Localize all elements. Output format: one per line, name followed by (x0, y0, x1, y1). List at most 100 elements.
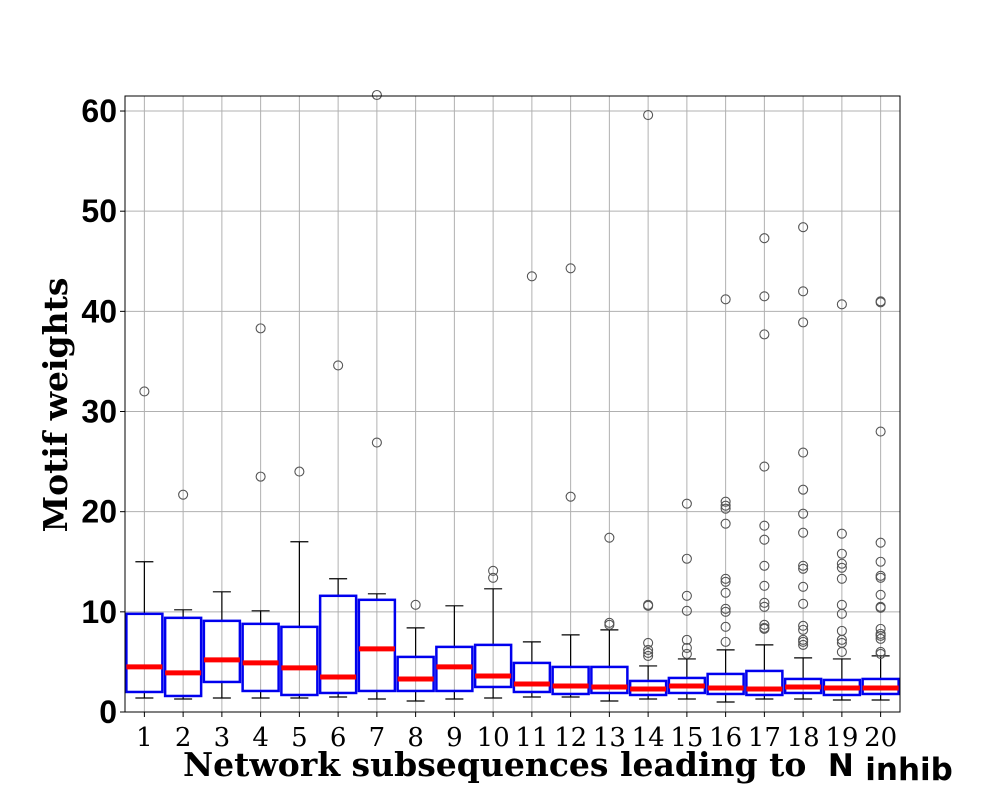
outlier-point (836, 299, 847, 310)
outlier-point (836, 528, 847, 539)
outlier-point (759, 623, 770, 634)
x-tick-label: 17 (748, 723, 781, 753)
outlier-point (875, 572, 886, 583)
outlier-point (759, 580, 770, 591)
outlier-point (759, 601, 770, 612)
y-tick-label: 10 (81, 594, 117, 630)
outlier-point (565, 263, 576, 274)
outlier-point (410, 599, 421, 610)
x-tick-label: 9 (446, 723, 463, 753)
outlier-point (681, 590, 692, 601)
box-group (125, 386, 164, 699)
outlier-point (681, 642, 692, 653)
outlier-point (798, 560, 809, 571)
plot-area-frame (124, 95, 901, 713)
outlier-point (798, 639, 809, 650)
x-tick-label: 5 (291, 723, 308, 753)
outlier-point (836, 558, 847, 569)
box-group (551, 263, 590, 698)
outlier-point (875, 633, 886, 644)
outlier-point (488, 565, 499, 576)
x-tick-label: 20 (864, 723, 897, 753)
box-group (241, 323, 280, 699)
box-iqr (473, 643, 513, 689)
outlier-point (526, 271, 537, 282)
box-group (745, 233, 784, 700)
outlier-point (875, 589, 886, 600)
x-tick-label: 10 (477, 723, 510, 753)
outlier-point (178, 489, 189, 500)
box-iqr (745, 669, 784, 697)
outlier-point (255, 471, 266, 482)
outlier-point (720, 587, 731, 598)
x-tick-label: 7 (369, 723, 386, 753)
box-group (163, 489, 203, 700)
outlier-point (798, 286, 809, 297)
outlier-point (720, 606, 731, 617)
box-group (512, 271, 552, 698)
outlier-point (798, 563, 809, 574)
outlier-point (836, 608, 847, 619)
outlier-point (836, 573, 847, 584)
outlier-point (681, 605, 692, 616)
box-group (706, 294, 745, 703)
outlier-point (720, 503, 731, 514)
outlier-point (798, 222, 809, 233)
box-group (396, 599, 435, 702)
box-group (435, 605, 474, 700)
outlier-point (759, 534, 770, 545)
outlier-point (798, 598, 809, 609)
y-tick-label: 60 (81, 93, 117, 129)
box-group (590, 532, 629, 702)
outlier-point (604, 532, 615, 543)
box-group (628, 109, 668, 700)
box-group (357, 89, 397, 700)
outlier-point (759, 329, 770, 340)
y-tick-label: 30 (81, 394, 117, 430)
x-tick-label: 14 (632, 723, 665, 753)
box-iqr (396, 655, 435, 693)
x-axis-title-text: Network subsequences leading to (183, 745, 806, 784)
x-tick-labels: 1 2 3 4 5 6 7 8 9 10 11 12 13 14 15 16 17 18 19 20 (136, 712, 897, 753)
outlier-point (139, 386, 150, 397)
outlier-point (681, 498, 692, 509)
box-iqr (202, 619, 242, 684)
outlier-point (488, 572, 499, 583)
box-iqr (125, 612, 164, 694)
outlier-point (759, 461, 770, 472)
outlier-point (720, 576, 731, 587)
outlier-point (875, 630, 886, 641)
outlier-point (759, 560, 770, 571)
outlier-point (720, 603, 731, 614)
x-axis-title-symbol: N (828, 748, 854, 784)
outlier-point (255, 323, 266, 334)
outlier-point (720, 518, 731, 529)
outlier-point (759, 520, 770, 531)
y-tick-label: 20 (81, 494, 117, 530)
outlier-point (836, 562, 847, 573)
outlier-point (798, 624, 809, 635)
outlier-point (836, 634, 847, 645)
grid (125, 96, 900, 713)
outlier-point (681, 634, 692, 645)
outlier-point (798, 447, 809, 458)
outlier-point (875, 602, 886, 613)
outlier-point (643, 647, 654, 658)
x-axis-title: Network subsequences leading to N inhib (183, 745, 953, 788)
outlier-point (720, 496, 731, 507)
outlier-point (643, 650, 654, 661)
outlier-point (759, 291, 770, 302)
x-tick-label: 12 (554, 723, 587, 753)
outlier-point (798, 581, 809, 592)
x-tick-label: 11 (515, 723, 548, 753)
box-iqr (318, 594, 358, 695)
outlier-point (643, 644, 654, 655)
outlier-point (643, 637, 654, 648)
box-group (861, 296, 900, 701)
box-iqr (280, 625, 319, 697)
outlier-point (720, 621, 731, 632)
outlier-point (798, 527, 809, 538)
x-tick-label: 3 (214, 723, 231, 753)
box-iqr (241, 622, 280, 693)
